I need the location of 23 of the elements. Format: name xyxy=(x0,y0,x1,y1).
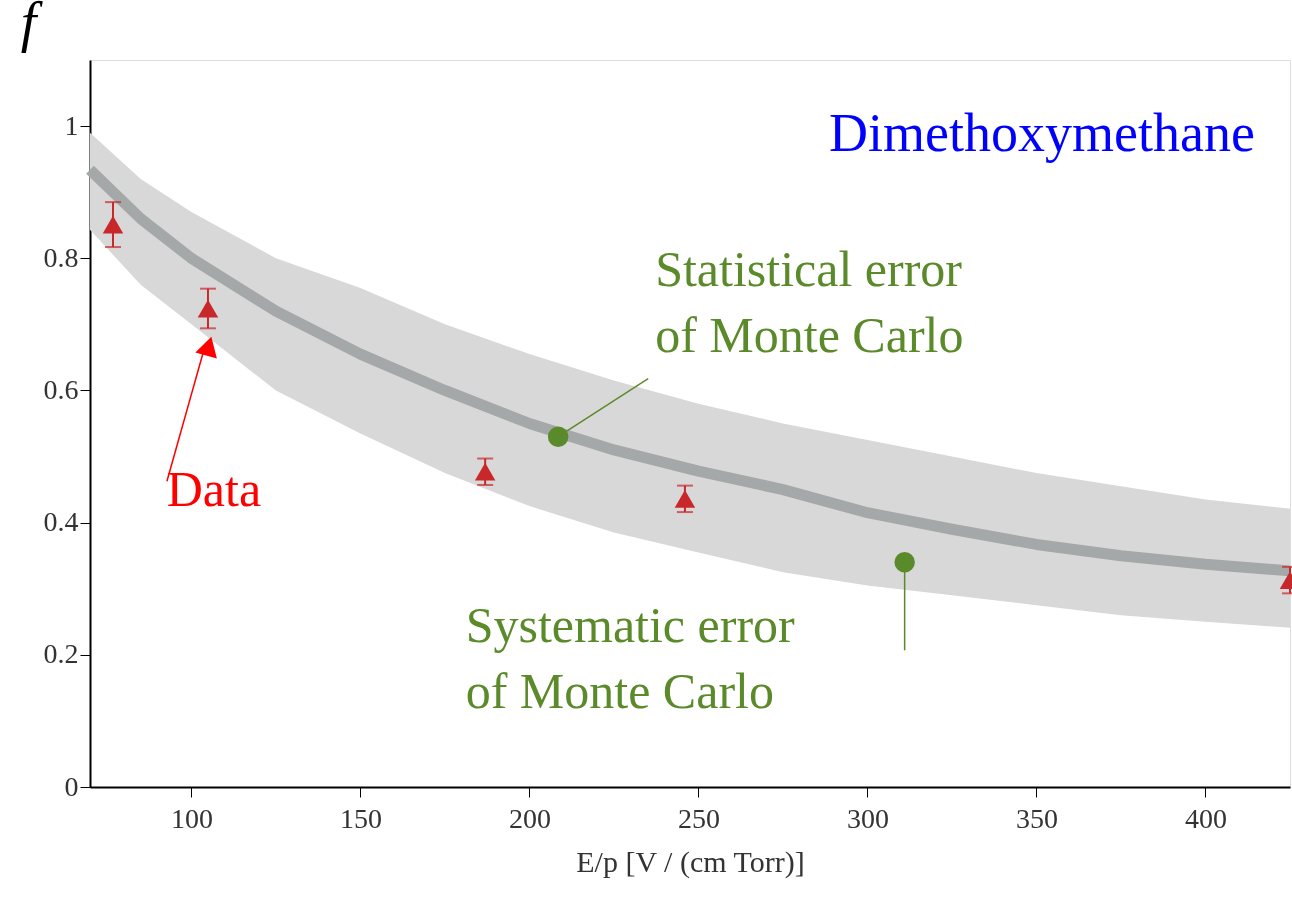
x-tick-label: 100 xyxy=(170,802,213,834)
point xyxy=(474,462,496,481)
annotation: Statistical error of Monte Carlo xyxy=(655,240,964,363)
annotation: Dimethoxymethane xyxy=(829,103,1255,163)
x-tick-label: 150 xyxy=(339,802,382,834)
y-tick-label: 0.6 xyxy=(43,373,79,405)
y-tick-label: 0.4 xyxy=(43,506,79,538)
x-tick-label: 300 xyxy=(846,802,889,834)
point xyxy=(102,215,124,234)
x-tick-label: 400 xyxy=(1184,802,1227,834)
y-tick-label: 0.8 xyxy=(43,241,79,273)
y-axis-title: f xyxy=(20,0,44,53)
x-tick-label: 200 xyxy=(508,802,551,834)
point xyxy=(197,299,219,318)
annotation: Systematic error of Monte Carlo xyxy=(465,597,796,720)
x-tick-label: 350 xyxy=(1015,802,1058,834)
x-tick-label: 250 xyxy=(677,802,720,834)
point xyxy=(674,489,696,508)
y-tick-label: 0 xyxy=(64,770,79,802)
y-tick-label: 1 xyxy=(64,109,79,141)
x-axis-title: E/p [V / (cm Torr)] xyxy=(576,844,805,879)
y-tick-label: 0.2 xyxy=(43,638,79,670)
annotation: Data xyxy=(166,461,262,518)
